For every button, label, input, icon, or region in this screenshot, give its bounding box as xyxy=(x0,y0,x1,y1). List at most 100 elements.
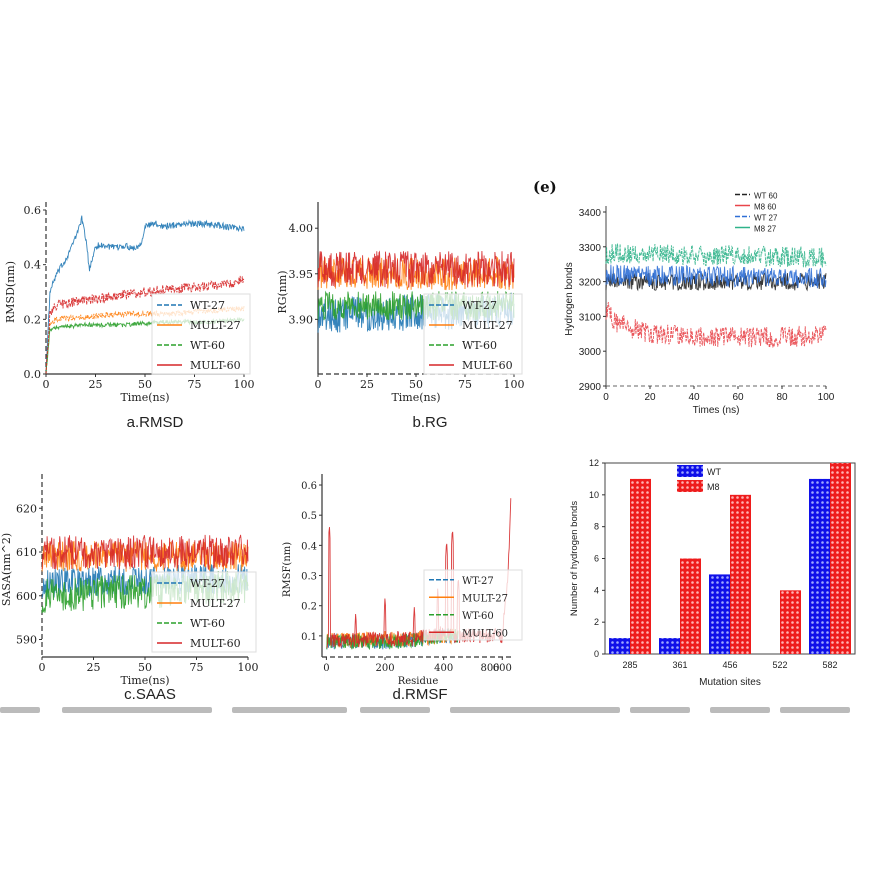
chart-c: 590 600 610 620 0 25 50 75 100 Time(ns) SASA(nm^2)… xyxy=(0,474,259,687)
x-tick-label: 75 xyxy=(188,378,202,391)
cropped-caption-line xyxy=(0,703,870,717)
legend-label: WT 60 xyxy=(754,192,778,201)
legend-label: WT-27 xyxy=(190,577,225,590)
x-axis-label: Mutation sites xyxy=(699,677,761,688)
x-tick-label: 800 xyxy=(480,663,499,674)
x-axis-label: Times (ns) xyxy=(693,405,740,416)
legend-box xyxy=(423,293,523,375)
x-axis-label: Time(ns) xyxy=(120,391,169,404)
x-tick-label: 60 xyxy=(732,392,744,403)
legend: WT-27 MULT-27 WT-60 MULT-60 xyxy=(423,569,523,641)
x-tick-label: 40 xyxy=(688,392,700,403)
y-axis-label: RMSF(nm) xyxy=(282,542,293,597)
legend-label: MULT-60 xyxy=(462,628,508,639)
x-axis-label: Time(ns) xyxy=(120,674,169,687)
x-tick-label: 582 xyxy=(822,660,837,670)
y-tick-label: 3.90 xyxy=(289,313,314,326)
y-axis-label: Hydrogen bonds xyxy=(564,262,575,335)
legend-label: WT-27 xyxy=(462,299,497,312)
x-axis-label: Residue xyxy=(398,676,439,687)
x-tick-label: 0 xyxy=(39,661,46,674)
legend: WT-27 MULT-27 WT-60 MULT-60 xyxy=(151,293,251,375)
y-tick-label: 620 xyxy=(16,502,37,515)
y-tick-label: 4.00 xyxy=(289,222,314,235)
legend: WT M8 xyxy=(677,465,721,492)
x-tick-label: 25 xyxy=(360,378,374,391)
legend-label: MULT-60 xyxy=(190,359,241,372)
series-m8-60 xyxy=(605,302,827,348)
y-tick-label: 6 xyxy=(594,554,599,564)
x-tick-label: 75 xyxy=(458,378,472,391)
x-tick-label: 600 xyxy=(493,663,512,674)
legend-label: MULT-60 xyxy=(190,637,241,650)
legend-label: WT xyxy=(707,467,721,477)
y-tick-label: 590 xyxy=(16,634,37,647)
bar-wt-285 xyxy=(609,638,630,654)
legend-label: MULT-27 xyxy=(190,319,241,332)
y-tick-label: 3100 xyxy=(579,312,602,323)
legend-label: WT-60 xyxy=(190,617,225,630)
chart-a: 0.0 0.2 0.4 0.6 0 25 50 75 100 Time(ns) RMSD(nm) WT… xyxy=(4,202,255,404)
y-tick-label: 10 xyxy=(589,490,599,500)
chart-b: 3.90 3.95 4.00 0 25 50 75 100 Time(ns) RG(nm) WT-2… xyxy=(276,202,525,404)
x-tick-label: 200 xyxy=(375,663,394,674)
legend: WT 60 M8 60 WT 27 M8 27 xyxy=(735,192,778,234)
bar-wt-582 xyxy=(809,478,830,654)
legend: WT-27 MULT-27 WT-60 MULT-60 xyxy=(151,571,257,653)
x-tick-label: 75 xyxy=(190,661,204,674)
legend-box xyxy=(423,569,523,641)
y-axis-label: RG(nm) xyxy=(276,270,289,313)
bar-wt-456 xyxy=(709,574,730,654)
series-wt-27 xyxy=(605,264,827,289)
y-tick-label: 0.0 xyxy=(24,368,42,381)
x-tick-label: 456 xyxy=(722,660,737,670)
series-mult-27 xyxy=(41,540,249,572)
y-tick-label: 600 xyxy=(16,590,37,603)
legend-label: WT 27 xyxy=(754,214,778,223)
legend-label: WT-60 xyxy=(462,611,494,622)
y-axis-label: Number of hydrogen bonds xyxy=(569,501,580,616)
series-mult-60 xyxy=(41,534,249,570)
legend-label: WT-60 xyxy=(462,339,497,352)
x-tick-label: 0 xyxy=(323,663,329,674)
legend-label: MULT-27 xyxy=(462,593,508,604)
bar-m8-361 xyxy=(680,558,701,654)
y-tick-label: 0.2 xyxy=(24,313,42,326)
legend-label: M8 60 xyxy=(754,203,777,212)
y-tick-label: 4 xyxy=(594,585,599,595)
caption-rg: b.RG xyxy=(412,414,448,431)
y-axis-label: SASA(nm^2) xyxy=(0,533,13,606)
legend-label: WT-27 xyxy=(190,299,225,312)
x-tick-label: 25 xyxy=(89,378,103,391)
legend-box xyxy=(151,571,257,653)
y-tick-label: 2 xyxy=(594,617,599,627)
caption-saas: c.SAAS xyxy=(124,686,176,703)
y-tick-label: 0.3 xyxy=(301,572,317,583)
y-tick-label: 0.5 xyxy=(301,511,317,522)
y-tick-label: 0.4 xyxy=(301,541,317,552)
series-wt-60 xyxy=(317,290,515,321)
bar-m8-582 xyxy=(830,463,851,654)
y-tick-label: 0.6 xyxy=(301,481,317,492)
y-axis-label: RMSD(nm) xyxy=(4,261,17,323)
x-tick-label: 100 xyxy=(234,378,255,391)
series-wt-27 xyxy=(45,215,245,375)
bar-m8-285 xyxy=(630,478,651,654)
x-tick-label: 100 xyxy=(504,378,525,391)
x-tick-label: 20 xyxy=(644,392,656,403)
x-tick-label: 100 xyxy=(818,392,835,403)
series-mult-60 xyxy=(317,250,515,288)
legend-box xyxy=(151,293,251,375)
legend-label: WT-60 xyxy=(190,339,225,352)
legend-label: MULT-60 xyxy=(462,359,513,372)
bar-m8-522 xyxy=(780,590,801,654)
x-tick-label: 50 xyxy=(138,661,152,674)
x-tick-label: 0 xyxy=(43,378,50,391)
y-tick-label: 610 xyxy=(16,546,37,559)
y-tick-label: 3400 xyxy=(579,208,602,219)
y-tick-label: 0.6 xyxy=(24,204,42,217)
y-tick-label: 0.4 xyxy=(24,259,42,272)
y-tick-label: 12 xyxy=(589,458,599,468)
x-tick-label: 0 xyxy=(603,392,609,403)
